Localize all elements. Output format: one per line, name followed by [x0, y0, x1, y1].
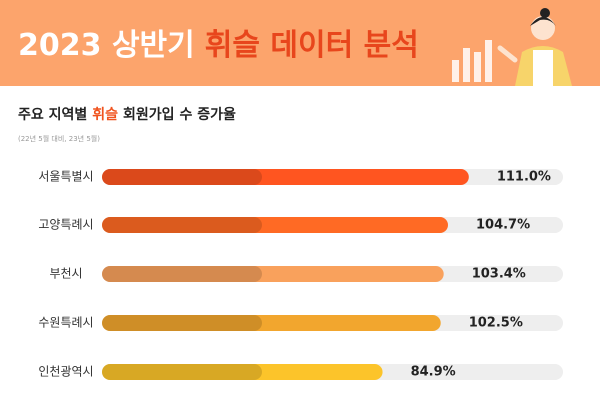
bar [102, 364, 383, 380]
header-illustration [452, 8, 572, 86]
bar [102, 315, 441, 331]
bar [102, 266, 444, 282]
bar [102, 217, 448, 233]
subtitle-part: 회원가입 수 증가율 [123, 106, 236, 123]
category-label: 고양특례시 [38, 218, 93, 232]
value-label: 104.7% [476, 218, 530, 233]
subtitle: 주요 지역별 휘슬 회원가입 수 증가율 [18, 106, 236, 123]
bar-shade [102, 169, 262, 185]
subtitle-highlight: 휘슬 [92, 106, 118, 123]
value-label: 103.4% [472, 267, 526, 282]
header-band [0, 0, 600, 86]
category-label: 수원특례시 [38, 316, 93, 330]
value-label: 111.0% [497, 170, 551, 185]
title: 2023 상반기 [18, 28, 195, 63]
value-label: 102.5% [469, 316, 523, 331]
bar-shade [102, 217, 262, 233]
category-label: 서울특별시 [38, 170, 93, 184]
title-highlight: 휘슬 데이터 분석 [205, 28, 419, 63]
chart-title: 2023 상반기 휘슬 데이터 분석 [18, 28, 419, 63]
subtitle-part: 주요 지역별 [18, 106, 87, 123]
bar-shade [102, 266, 262, 282]
category-label: 부천시 [49, 266, 82, 281]
bar-shade [102, 315, 262, 331]
note: (22년 5월 대비, 23년 5월) [18, 134, 100, 143]
bar [102, 169, 469, 185]
bar-shade [102, 364, 262, 380]
category-label: 인천광역시 [38, 364, 93, 379]
value-label: 84.9% [411, 365, 456, 380]
